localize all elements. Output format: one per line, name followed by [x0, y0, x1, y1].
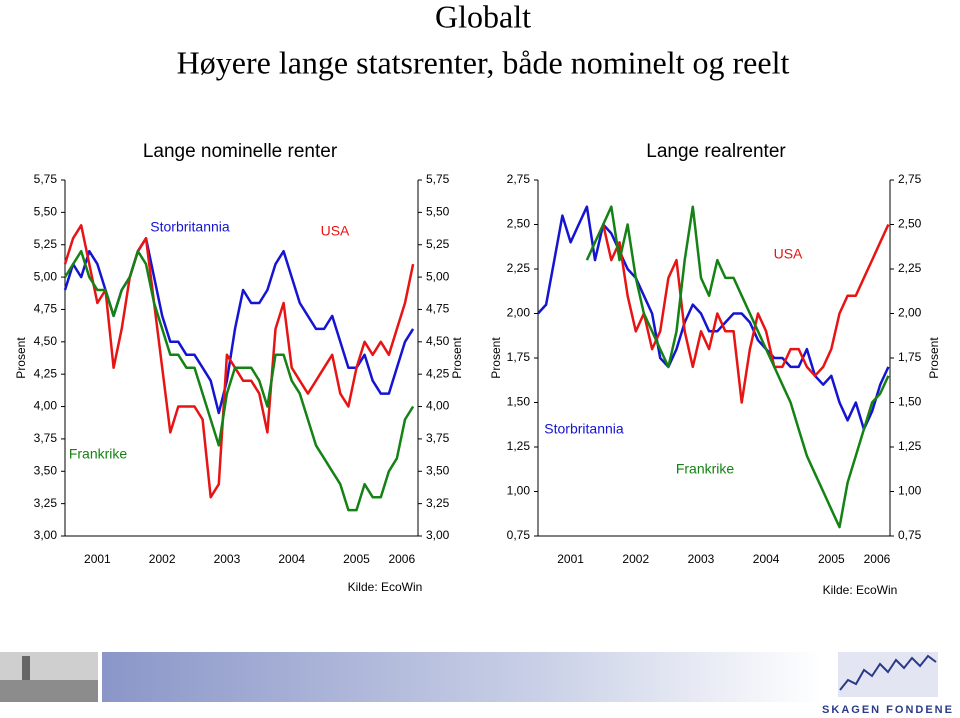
- y-tick-label: 2,25: [507, 261, 531, 275]
- y2-tick-label: 2,00: [898, 306, 922, 320]
- y2-axis-label: Prosent: [927, 337, 941, 379]
- y-tick-label: 4,00: [34, 399, 58, 413]
- y-tick-label: 5,50: [34, 205, 58, 219]
- series-line: [63, 224, 415, 499]
- series-line: [601, 223, 890, 404]
- y2-axis-label: Prosent: [450, 337, 464, 379]
- y2-tick-label: 1,25: [898, 439, 922, 453]
- series-label: Storbritannia: [544, 421, 624, 437]
- y2-tick-label: 5,75: [426, 172, 450, 186]
- y2-tick-label: 3,00: [426, 528, 450, 542]
- source-note: Kilde: EcoWin: [823, 583, 898, 597]
- x-tick-label: 2002: [622, 552, 649, 566]
- x-tick-label: 2001: [557, 552, 584, 566]
- y-axis-label: Prosent: [489, 337, 503, 379]
- x-tick-label: 2004: [278, 552, 305, 566]
- logo-text: SKAGEN FONDENE: [822, 704, 954, 716]
- series-label: Storbritannia: [150, 219, 230, 235]
- y-tick-label: 1,00: [507, 484, 531, 498]
- series-line: [63, 249, 415, 512]
- series-line: [537, 205, 890, 431]
- x-tick-label: 2003: [214, 552, 241, 566]
- x-tick-label: 2005: [343, 552, 370, 566]
- y2-tick-label: 4,00: [426, 399, 450, 413]
- series-label: USA: [321, 223, 350, 239]
- y2-tick-label: 0,75: [898, 528, 922, 542]
- y-axis-label: Prosent: [14, 337, 28, 379]
- y2-tick-label: 1,50: [898, 395, 922, 409]
- logo-line: [839, 654, 937, 691]
- y-tick-label: 5,00: [34, 269, 58, 283]
- y-tick-label: 2,50: [507, 217, 531, 231]
- y-tick-label: 4,50: [34, 334, 58, 348]
- y-tick-label: 3,50: [34, 463, 58, 477]
- x-tick-label: 2001: [84, 552, 111, 566]
- series-label: USA: [774, 246, 803, 262]
- y2-tick-label: 3,25: [426, 496, 450, 510]
- y2-tick-label: 5,25: [426, 237, 450, 251]
- y-tick-label: 1,75: [507, 350, 531, 364]
- source-note: Kilde: EcoWin: [348, 580, 423, 594]
- chart-title: Lange realrenter: [646, 141, 786, 162]
- series-line: [585, 205, 890, 529]
- y-tick-label: 0,75: [507, 528, 531, 542]
- y2-tick-label: 2,25: [898, 261, 922, 275]
- y-tick-label: 1,50: [507, 395, 531, 409]
- x-tick-label: 2005: [818, 552, 845, 566]
- y2-tick-label: 1,00: [898, 484, 922, 498]
- y2-tick-label: 1,75: [898, 350, 922, 364]
- logo-bg: [838, 652, 938, 697]
- series-label: Frankrike: [69, 446, 128, 462]
- y2-tick-label: 5,50: [426, 205, 450, 219]
- y-tick-label: 2,75: [507, 172, 531, 186]
- x-tick-label: 2006: [864, 552, 891, 566]
- y2-tick-label: 4,50: [426, 334, 450, 348]
- logo-bars: [838, 652, 938, 697]
- x-tick-label: 2003: [688, 552, 715, 566]
- y2-tick-label: 4,25: [426, 366, 450, 380]
- y2-tick-label: 2,50: [898, 217, 922, 231]
- x-tick-label: 2002: [149, 552, 176, 566]
- footer-band: [102, 652, 822, 702]
- series-line: [63, 237, 415, 415]
- chart-title: Lange nominelle renter: [143, 141, 338, 162]
- x-tick-label: 2006: [388, 552, 415, 566]
- rocks: [0, 680, 98, 702]
- y2-tick-label: 2,75: [898, 172, 922, 186]
- y2-tick-label: 4,75: [426, 302, 450, 316]
- y2-tick-label: 5,00: [426, 269, 450, 283]
- lighthouse: [22, 656, 30, 690]
- y-tick-label: 1,25: [507, 439, 531, 453]
- slide-title: Globalt: [435, 0, 531, 34]
- y-tick-label: 5,75: [34, 172, 58, 186]
- y2-tick-label: 3,50: [426, 463, 450, 477]
- series-label: Frankrike: [676, 461, 735, 477]
- x-tick-label: 2004: [753, 552, 780, 566]
- y-tick-label: 5,25: [34, 237, 58, 251]
- y-tick-label: 3,00: [34, 528, 58, 542]
- y-tick-label: 2,00: [507, 306, 531, 320]
- y-tick-label: 4,75: [34, 302, 58, 316]
- y-tick-label: 3,75: [34, 431, 58, 445]
- y-tick-label: 4,25: [34, 366, 58, 380]
- y-tick-label: 3,25: [34, 496, 58, 510]
- y2-tick-label: 3,75: [426, 431, 450, 445]
- slide-subtitle: Høyere lange statsrenter, både nominelt …: [177, 44, 790, 80]
